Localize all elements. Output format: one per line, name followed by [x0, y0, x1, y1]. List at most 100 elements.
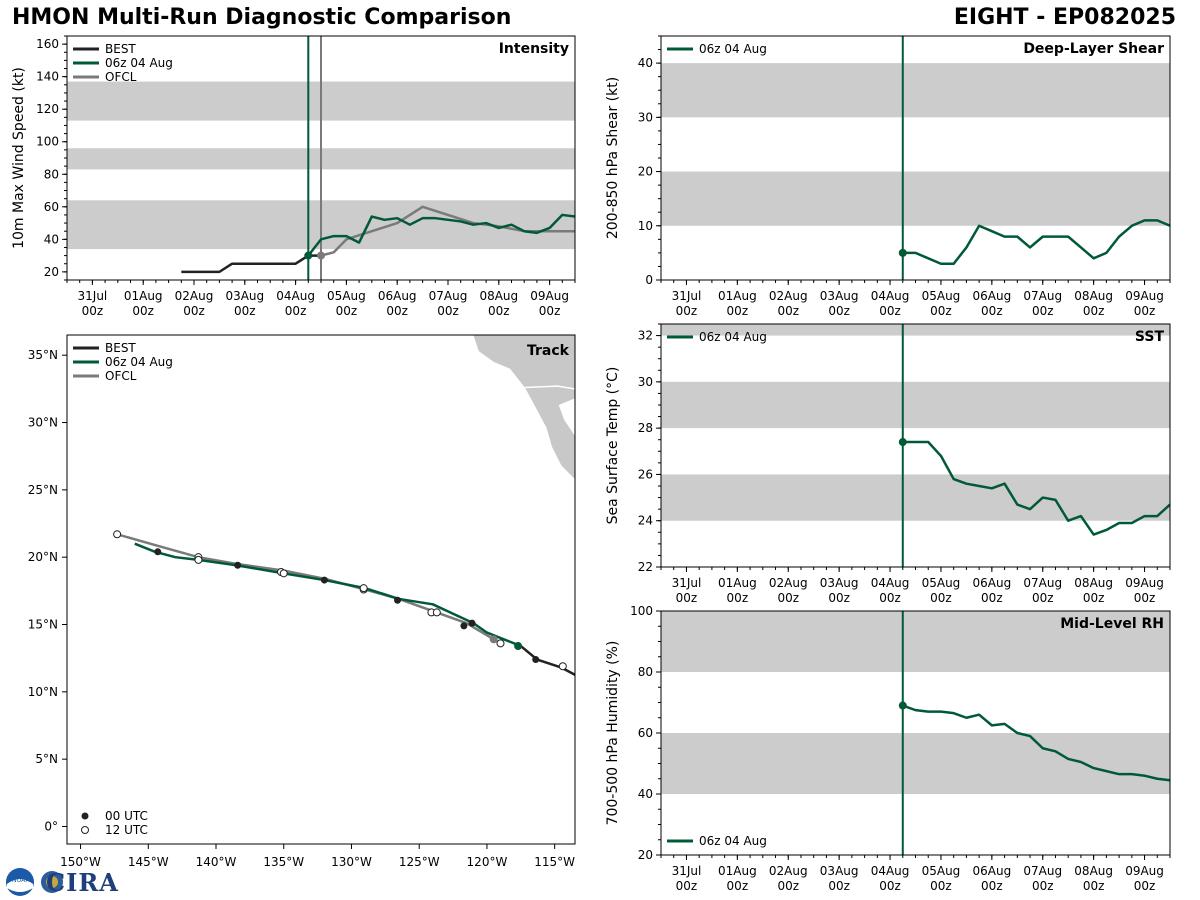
shear-xtick-label: 00z — [676, 304, 698, 318]
track-run-marker — [359, 584, 368, 593]
shear-xtick-label: 08Aug — [1074, 289, 1113, 303]
track-run-marker — [234, 561, 242, 569]
track-marker-00utc — [532, 656, 540, 664]
intensity-xtick-label: 00z — [539, 304, 561, 318]
sst-xtick-label: 04Aug — [871, 576, 910, 590]
sst-xtick-label: 07Aug — [1023, 576, 1062, 590]
land-mass — [473, 335, 575, 480]
rh-xtick-label: 00z — [727, 879, 749, 893]
rh-xtick-label: 00z — [981, 879, 1003, 893]
track-xtick-label: 135°W — [263, 855, 304, 869]
rh-xtick-label: 03Aug — [820, 864, 859, 878]
shear-shaded-band — [661, 63, 1170, 118]
shear-xtick-label: 07Aug — [1023, 289, 1062, 303]
rh-ytick-label: 80 — [638, 665, 653, 679]
sst-shaded-band — [661, 474, 1170, 521]
rh-xtick-label: 05Aug — [922, 864, 961, 878]
rh-xtick-label: 06Aug — [972, 864, 1011, 878]
shear-series-06z-04-aug — [902, 219, 1170, 265]
rh-xtick-label: 00z — [828, 879, 850, 893]
track-line-run — [134, 542, 522, 648]
panel-intensity: 2040608010012014016031Jul00z01Aug00z02Au… — [11, 35, 576, 318]
sst-xtick-label: 03Aug — [820, 576, 859, 590]
track-map-area — [113, 335, 575, 677]
track-run-marker — [194, 555, 203, 564]
panel-shear: 01020304031Jul00z01Aug00z02Aug00z03Aug00… — [605, 35, 1171, 318]
page-title: HMON Multi-Run Diagnostic Comparison — [12, 5, 512, 30]
intensity-xtick-label: 03Aug — [225, 289, 264, 303]
rh-ytick-label: 20 — [638, 848, 653, 862]
rh-ylabel: 700-500 hPa Humidity (%) — [605, 641, 621, 826]
rh-xtick-label: 00z — [1134, 879, 1156, 893]
intensity-title: Intensity — [499, 41, 569, 57]
intensity-xtick-label: 00z — [488, 304, 510, 318]
shear-ytick-label: 40 — [638, 56, 653, 70]
track-ytick-label: 10°N — [28, 685, 58, 699]
intensity-init-marker — [304, 251, 313, 260]
track-ofcl-marker — [113, 530, 122, 539]
sst-init-marker — [898, 438, 907, 447]
track-line-ofcl — [116, 533, 495, 641]
shear-xtick-label: 31Jul — [672, 289, 702, 303]
intensity-ofcl-marker — [317, 251, 325, 260]
rh-shaded-band — [661, 611, 1170, 672]
track-run-marker — [154, 548, 162, 556]
intensity-legend-label: OFCL — [105, 70, 137, 84]
shear-ytick-label: 30 — [638, 110, 653, 124]
rh-init-marker — [898, 701, 907, 710]
sst-xtick-label: 09Aug — [1125, 576, 1164, 590]
shear-xtick-label: 00z — [879, 304, 901, 318]
shear-xtick-label: 00z — [1134, 304, 1156, 318]
track-run-marker — [279, 569, 288, 578]
intensity-series-best — [181, 254, 321, 274]
intensity-xtick-label: 00z — [132, 304, 154, 318]
intensity-legend-label: 06z 04 Aug — [105, 56, 173, 70]
sst-shaded-band — [661, 381, 1170, 429]
panel-track: 150°W 145°W 140°W 135°W 130°W 125°W 120°W 115°W… — [28, 334, 576, 869]
intensity-xtick-label: 02Aug — [175, 289, 214, 303]
intensity-ytick-label: 40 — [44, 232, 59, 246]
shear-xtick-label: 00z — [777, 304, 799, 318]
sst-ytick-label: 30 — [638, 375, 653, 389]
track-ytick-label: 20°N — [28, 550, 58, 564]
rh-ytick-label: 40 — [638, 787, 653, 801]
intensity-ytick-label: 120 — [36, 102, 59, 116]
sst-ytick-label: 28 — [638, 421, 653, 435]
intensity-xtick-label: 00z — [285, 304, 307, 318]
shear-ytick-label: 20 — [638, 165, 653, 179]
sst-xtick-label: 31Jul — [672, 576, 702, 590]
track-legend-label: OFCL — [105, 369, 137, 383]
sst-xtick-label: 00z — [777, 591, 799, 605]
track-xtick-label: 120°W — [467, 855, 508, 869]
shear-xtick-label: 05Aug — [922, 289, 961, 303]
track-line-best — [520, 645, 575, 677]
noaa-logo-text: NOAA — [12, 877, 30, 884]
track-run-marker — [496, 639, 505, 648]
rh-xtick-label: 08Aug — [1074, 864, 1113, 878]
sst-ytick-label: 24 — [638, 514, 653, 528]
shear-xtick-label: 06Aug — [972, 289, 1011, 303]
shear-title: Deep-Layer Shear — [1023, 41, 1164, 57]
track-ytick-label: 30°N — [28, 416, 58, 430]
shear-xtick-label: 09Aug — [1125, 289, 1164, 303]
sst-xtick-label: 00z — [930, 591, 952, 605]
rh-xtick-label: 04Aug — [871, 864, 910, 878]
sst-xtick-label: 02Aug — [769, 576, 808, 590]
rh-ytick-label: 100 — [630, 604, 653, 618]
intensity-ytick-label: 60 — [44, 200, 59, 214]
sst-xtick-label: 00z — [828, 591, 850, 605]
intensity-series-06z-04-aug — [307, 213, 575, 257]
intensity-xtick-label: 00z — [437, 304, 459, 318]
shear-xtick-label: 02Aug — [769, 289, 808, 303]
rh-xtick-label: 02Aug — [769, 864, 808, 878]
sst-xtick-label: 06Aug — [972, 576, 1011, 590]
intensity-xtick-label: 05Aug — [327, 289, 366, 303]
intensity-ytick-label: 20 — [44, 265, 59, 279]
shear-ylabel: 200-850 hPa Shear (kt) — [605, 77, 621, 239]
track-legend-marker-label: 00 UTC — [105, 809, 148, 823]
sst-xtick-label: 00z — [981, 591, 1003, 605]
rh-xtick-label: 31Jul — [672, 864, 702, 878]
shear-ytick-label: 0 — [645, 273, 653, 287]
rh-xtick-label: 01Aug — [718, 864, 757, 878]
